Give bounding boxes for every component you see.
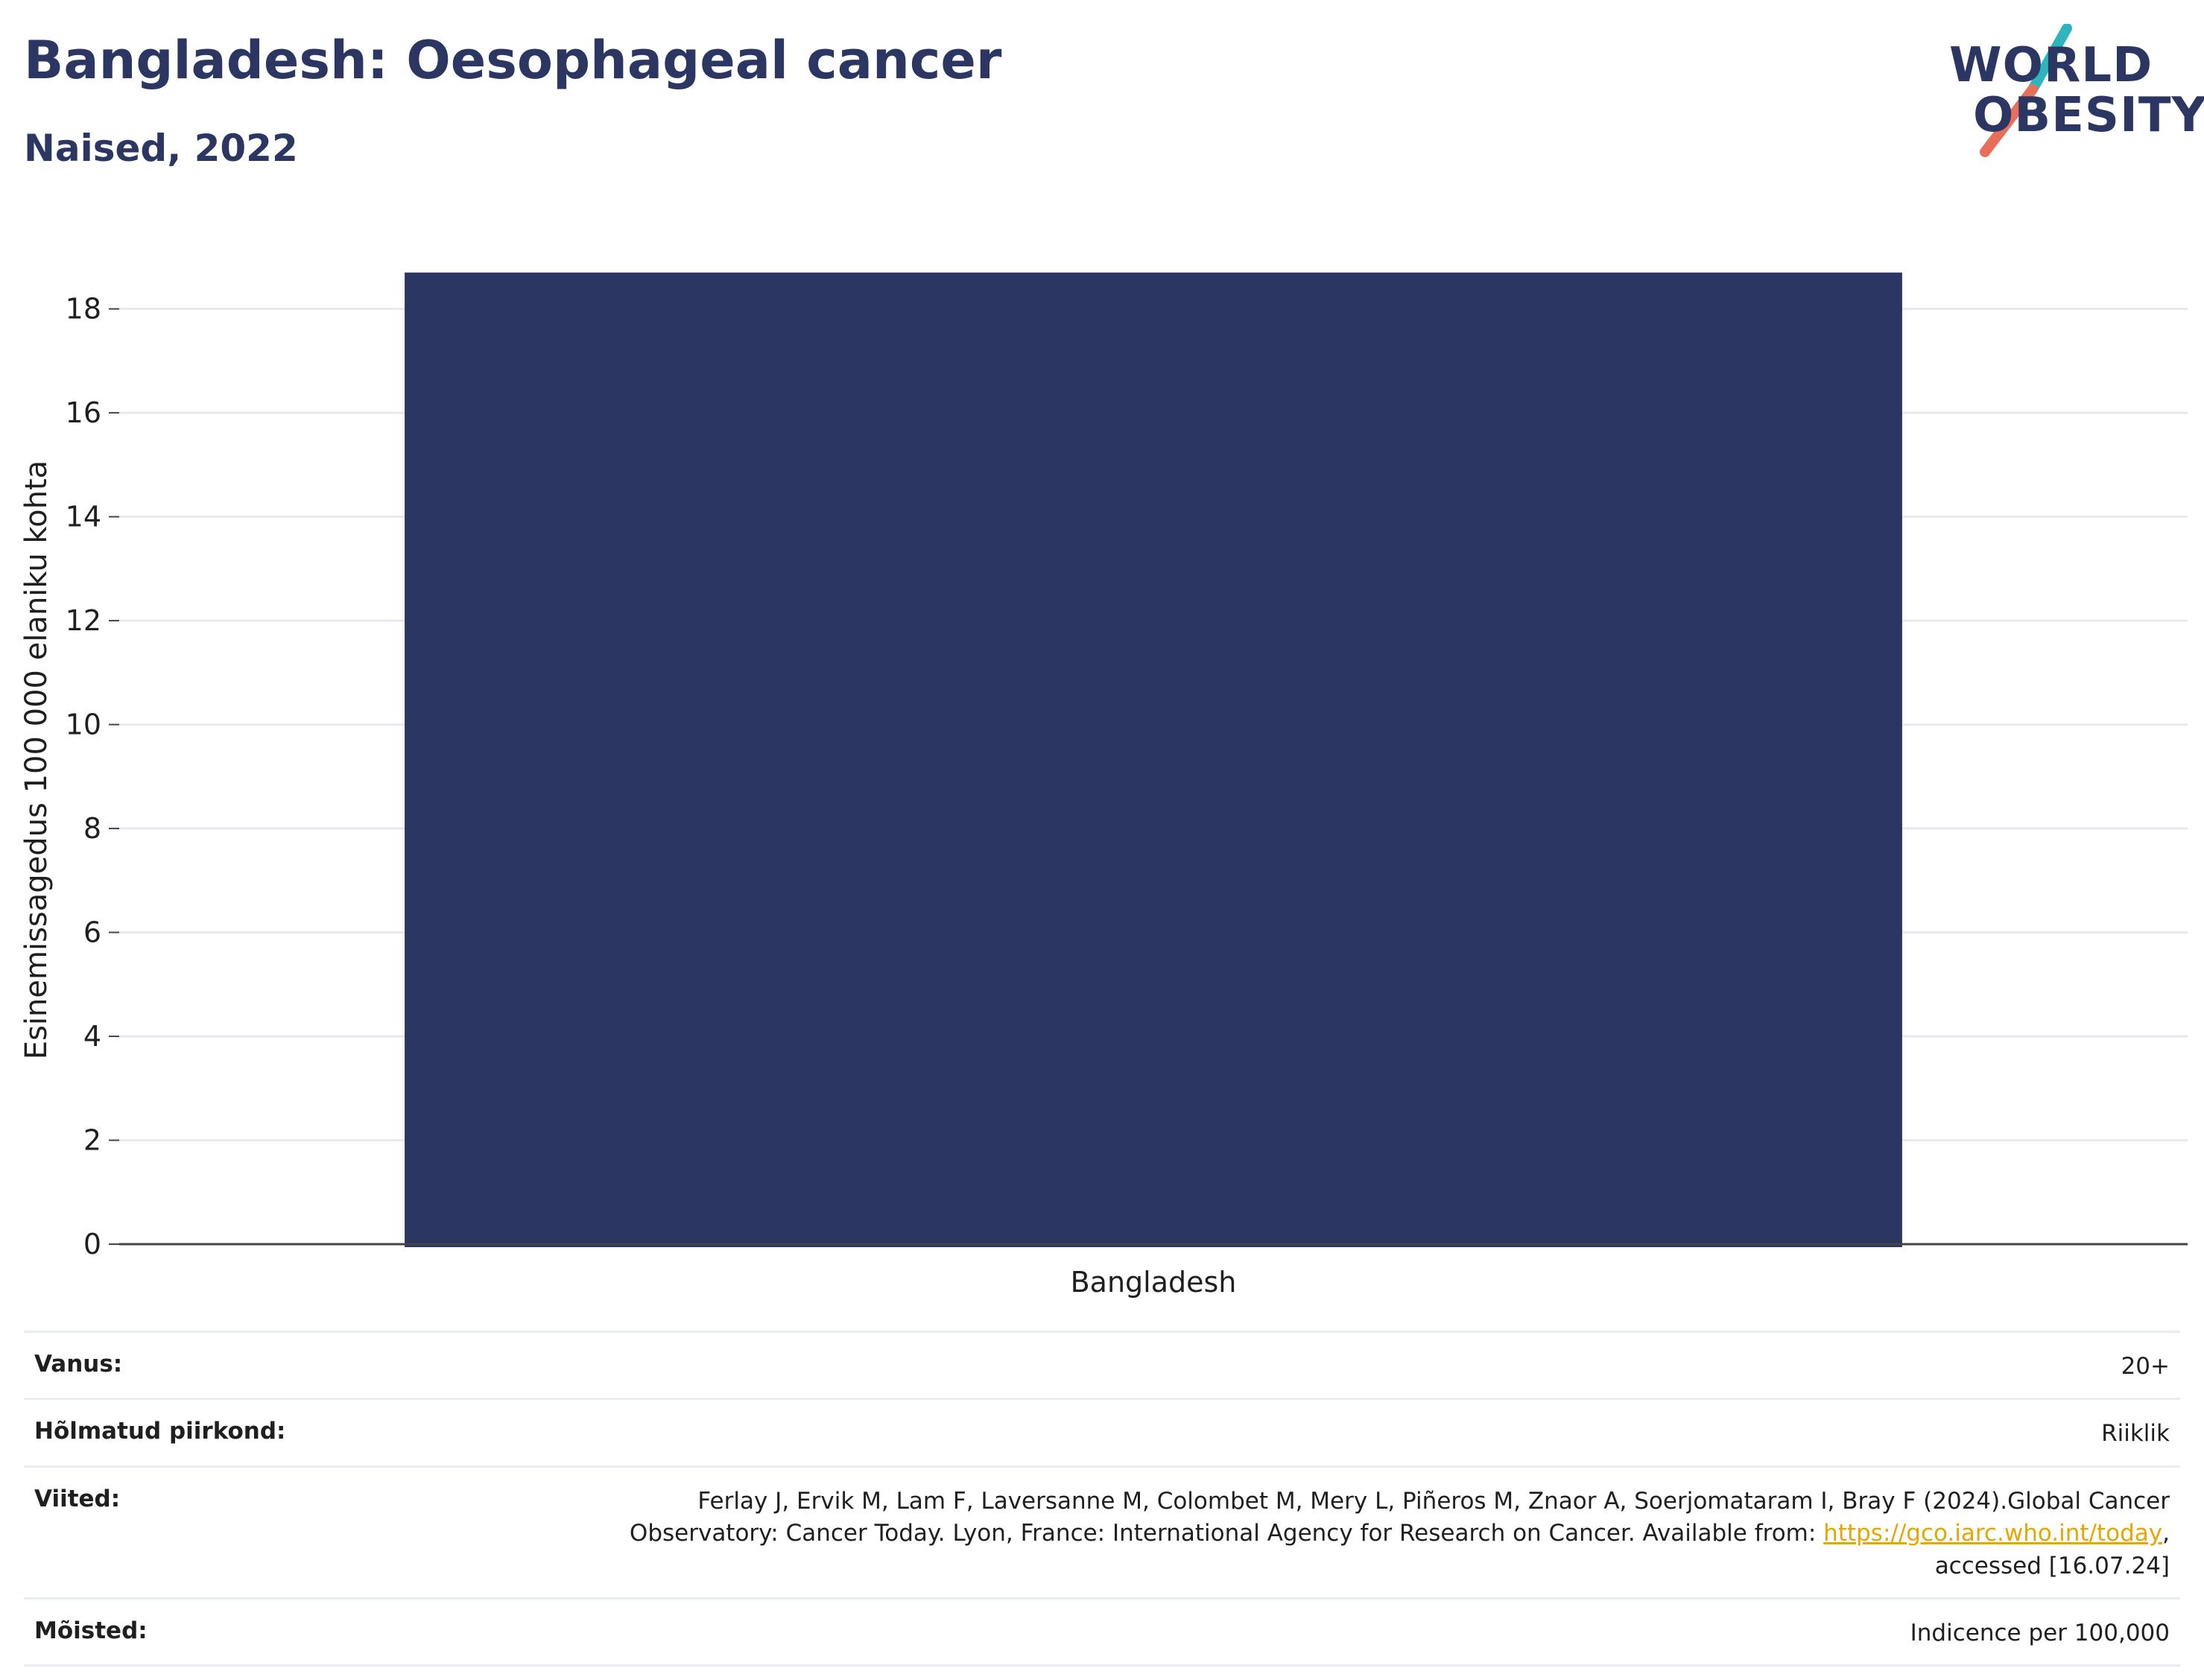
info-label-age: Vanus: xyxy=(24,1330,566,1399)
info-row-definitions: Mõisted: Indicence per 100,000 xyxy=(24,1597,2180,1667)
y-tick-label: 10 xyxy=(66,709,101,741)
y-tick-label: 18 xyxy=(66,293,101,326)
info-row-references: Viited: Ferlay J, Ervik M, Lam F, Lavers… xyxy=(24,1465,2180,1599)
x-tick-label: Bangladesh xyxy=(1071,1266,1237,1299)
info-value-references: Ferlay J, Ervik M, Lam F, Laversanne M, … xyxy=(566,1465,2180,1599)
reference-link[interactable]: https://gco.iarc.who.int/today xyxy=(1823,1520,2163,1547)
info-label-definitions: Mõisted: xyxy=(24,1597,566,1667)
info-label-coverage: Hõlmatud piirkond: xyxy=(24,1398,566,1467)
bar-chart: 0 2 4 6 8 10 12 14 16 18 Bangladesh Esinemissagedu… xyxy=(19,272,2188,1299)
logo-slash-icon xyxy=(1980,24,2072,157)
y-axis-title: Esinemissagedus 100 000 elaniku kohta xyxy=(19,460,54,1059)
y-tick-label: 0 xyxy=(83,1228,101,1261)
bar-bangladesh[interactable] xyxy=(405,272,1902,1247)
info-value-definitions: Indicence per 100,000 xyxy=(566,1597,2180,1667)
info-row-coverage: Hõlmatud piirkond: Riiklik xyxy=(24,1398,2180,1467)
y-tick-label: 6 xyxy=(83,916,101,949)
info-value-coverage: Riiklik xyxy=(566,1398,2180,1467)
bars xyxy=(405,272,1902,1247)
info-label-references: Viited: xyxy=(24,1465,566,1599)
y-tick-label: 4 xyxy=(83,1020,101,1053)
reference-line-1: Ferlay J, Ervik M, Lam F, Laversanne M, … xyxy=(697,1487,2170,1515)
reference-line-3: accessed [16.07.24] xyxy=(1934,1552,2170,1579)
info-row-age: Vanus: 20+ xyxy=(24,1330,2180,1399)
reference-line-2: Observatory: Cancer Today. Lyon, France:… xyxy=(629,1520,1824,1547)
chart-subtitle: Naised, 2022 xyxy=(24,127,298,170)
y-tick-label: 16 xyxy=(66,396,101,429)
y-tick-label: 12 xyxy=(66,604,101,637)
info-value-age: 20+ xyxy=(566,1330,2180,1399)
y-tick-label: 2 xyxy=(83,1124,101,1157)
logo-word-world: WORLD xyxy=(1949,38,2153,93)
y-tick-label: 14 xyxy=(66,501,101,533)
reference-line-2-suffix: , xyxy=(2162,1520,2170,1547)
chart-title: Bangladesh: Oesophageal cancer xyxy=(24,30,1002,91)
world-obesity-logo: WORLD OBESITY xyxy=(1937,21,2204,162)
axes: 0 2 4 6 8 10 12 14 16 18 Bangladesh xyxy=(66,293,2188,1299)
y-tick-label: 8 xyxy=(83,812,101,845)
logo-word-obesity: OBESITY xyxy=(1973,88,2204,143)
info-table: Vanus: 20+ Hõlmatud piirkond: Riiklik Vi… xyxy=(24,1330,2180,1667)
